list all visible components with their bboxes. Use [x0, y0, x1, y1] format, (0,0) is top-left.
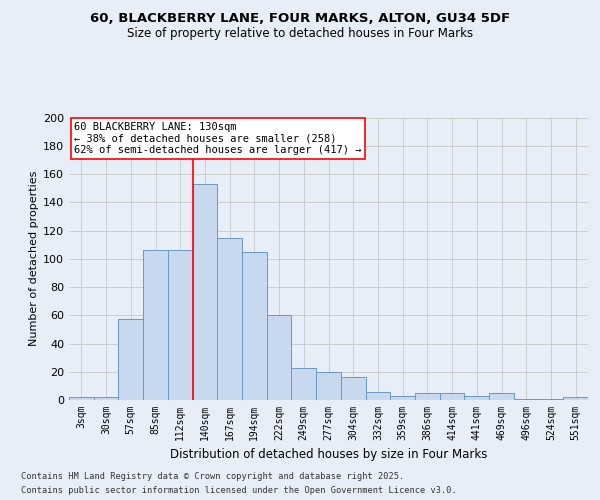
Bar: [341, 378, 365, 400]
Bar: [267, 316, 292, 400]
Bar: [489, 393, 514, 400]
Text: Size of property relative to detached houses in Four Marks: Size of property relative to detached ho…: [127, 28, 473, 40]
Y-axis label: Number of detached properties: Number of detached properties: [29, 171, 39, 346]
Bar: [217, 238, 242, 400]
Bar: [69, 397, 94, 400]
Bar: [390, 396, 415, 400]
Bar: [118, 320, 143, 400]
Bar: [440, 393, 464, 400]
Text: 60 BLACKBERRY LANE: 130sqm
← 38% of detached houses are smaller (258)
62% of sem: 60 BLACKBERRY LANE: 130sqm ← 38% of deta…: [74, 122, 362, 155]
Bar: [168, 250, 193, 400]
Bar: [316, 372, 341, 400]
Bar: [94, 397, 118, 400]
Text: Contains HM Land Registry data © Crown copyright and database right 2025.: Contains HM Land Registry data © Crown c…: [21, 472, 404, 481]
Bar: [143, 250, 168, 400]
Bar: [514, 398, 539, 400]
Bar: [242, 252, 267, 400]
Bar: [464, 396, 489, 400]
Text: 60, BLACKBERRY LANE, FOUR MARKS, ALTON, GU34 5DF: 60, BLACKBERRY LANE, FOUR MARKS, ALTON, …: [90, 12, 510, 26]
Bar: [292, 368, 316, 400]
X-axis label: Distribution of detached houses by size in Four Marks: Distribution of detached houses by size …: [170, 448, 487, 462]
Bar: [193, 184, 217, 400]
Bar: [365, 392, 390, 400]
Bar: [539, 398, 563, 400]
Bar: [563, 397, 588, 400]
Bar: [415, 393, 440, 400]
Text: Contains public sector information licensed under the Open Government Licence v3: Contains public sector information licen…: [21, 486, 457, 495]
